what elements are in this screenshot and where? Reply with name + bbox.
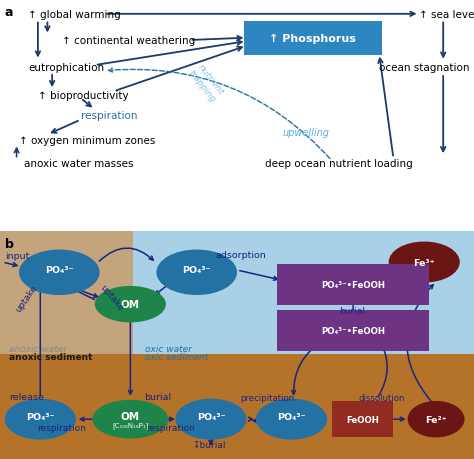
Text: uptake: uptake — [13, 282, 39, 313]
Text: input: input — [5, 251, 29, 260]
Text: respiration: respiration — [37, 423, 86, 431]
Text: PO₄³⁻: PO₄³⁻ — [277, 412, 306, 421]
Text: ocean stagnation: ocean stagnation — [379, 63, 470, 73]
Text: nutrient
trapping: nutrient trapping — [187, 62, 226, 104]
FancyBboxPatch shape — [244, 22, 382, 56]
Ellipse shape — [95, 286, 166, 323]
Text: FeOOH: FeOOH — [346, 415, 379, 424]
Text: oxic water: oxic water — [145, 344, 191, 353]
Text: burial: burial — [339, 307, 365, 316]
Ellipse shape — [389, 242, 460, 283]
Text: ↑ global warming: ↑ global warming — [28, 10, 121, 20]
Text: upwelling: upwelling — [282, 128, 329, 138]
Text: PO₄³⁻•FeOOH: PO₄³⁻•FeOOH — [321, 281, 385, 290]
Text: dissolution: dissolution — [358, 393, 405, 402]
FancyBboxPatch shape — [277, 310, 429, 351]
FancyBboxPatch shape — [133, 231, 474, 357]
Text: anoxic water: anoxic water — [9, 344, 68, 353]
Text: ↑ oxygen minimum zones: ↑ oxygen minimum zones — [19, 136, 155, 146]
Text: PO₄³⁻: PO₄³⁻ — [197, 412, 225, 421]
Text: b: b — [5, 237, 14, 251]
Text: precipitation: precipitation — [241, 393, 295, 402]
Text: anoxic sediment: anoxic sediment — [9, 353, 93, 362]
Ellipse shape — [92, 400, 168, 438]
Text: uptake: uptake — [98, 283, 125, 313]
Ellipse shape — [5, 399, 76, 440]
Text: oxic sediment: oxic sediment — [145, 353, 208, 362]
Ellipse shape — [408, 401, 465, 437]
Text: PO₄³⁻•FeOOH: PO₄³⁻•FeOOH — [321, 326, 385, 335]
Text: deep ocean nutrient loading: deep ocean nutrient loading — [265, 159, 413, 168]
Text: a: a — [5, 6, 13, 19]
Text: anoxic water masses: anoxic water masses — [24, 159, 133, 168]
Text: adsorption: adsorption — [216, 250, 266, 259]
Text: PO₄³⁻: PO₄³⁻ — [182, 265, 211, 274]
Text: PO₄³⁻: PO₄³⁻ — [26, 412, 55, 421]
Text: ↑ Phosphorus: ↑ Phosphorus — [269, 34, 356, 44]
Text: OM: OM — [121, 300, 140, 309]
FancyBboxPatch shape — [0, 354, 474, 459]
FancyBboxPatch shape — [332, 401, 393, 437]
Text: ↧burial: ↧burial — [192, 440, 225, 449]
Text: OM: OM — [121, 411, 140, 421]
Text: ↑ bioproductivity: ↑ bioproductivity — [38, 90, 128, 101]
Ellipse shape — [156, 250, 237, 296]
Text: Fe²⁺: Fe²⁺ — [425, 415, 447, 424]
Ellipse shape — [19, 250, 100, 296]
Ellipse shape — [175, 399, 246, 440]
Text: ↑ continental weathering: ↑ continental weathering — [62, 36, 195, 46]
Ellipse shape — [256, 399, 327, 440]
Text: respiration: respiration — [81, 111, 137, 121]
Text: Fe³⁺: Fe³⁺ — [413, 258, 435, 267]
FancyBboxPatch shape — [277, 265, 429, 306]
Text: [C₁₀₆N₁₆P₁]: [C₁₀₆N₁₆P₁] — [112, 421, 148, 428]
Text: eutrophication: eutrophication — [28, 63, 105, 73]
Text: respiration: respiration — [146, 423, 195, 431]
Text: ↑ sea level: ↑ sea level — [419, 10, 474, 20]
Text: burial: burial — [145, 392, 172, 401]
Text: PO₄³⁻: PO₄³⁻ — [45, 265, 73, 274]
Text: release: release — [9, 392, 45, 401]
FancyBboxPatch shape — [0, 231, 137, 357]
